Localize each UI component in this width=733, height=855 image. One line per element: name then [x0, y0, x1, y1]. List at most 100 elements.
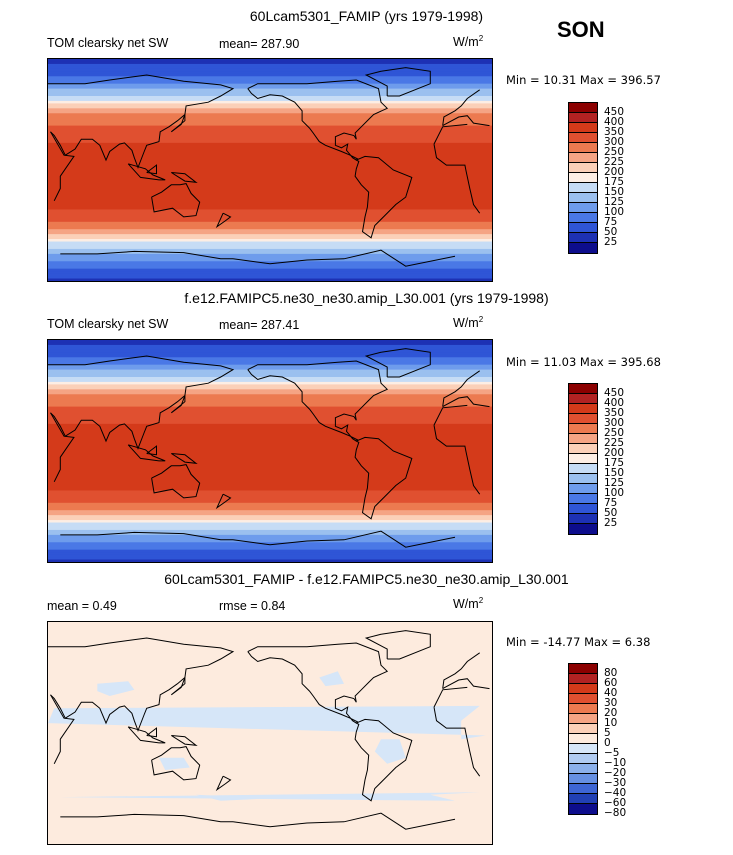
colorbar-tick-label: −60 [604, 797, 627, 809]
zonal-band [48, 118, 492, 122]
colorbar-tick-label: 25 [604, 236, 618, 248]
zonal-band [48, 542, 492, 546]
zonal-band [48, 359, 492, 363]
zonal-band [48, 446, 492, 450]
zonal-band [48, 197, 492, 201]
colorbar-tick-label: −20 [604, 767, 627, 779]
zonal-band [48, 81, 492, 85]
colorbar-tick-label: 100 [604, 206, 625, 218]
colorbar-box [569, 774, 597, 784]
diff-negative-region [60, 792, 480, 801]
colorbar-box [569, 734, 597, 744]
coastline [48, 637, 235, 732]
zonal-band [48, 224, 492, 228]
coastline [50, 131, 75, 202]
panel3-map-canvas [48, 622, 492, 844]
diff-negative-region [48, 705, 486, 740]
zonal-band [48, 480, 492, 484]
zonal-band [48, 426, 492, 430]
zonal-band [48, 207, 492, 211]
coastline [442, 678, 490, 690]
zonal-band [48, 433, 492, 437]
zonal-band [48, 401, 492, 405]
diff-negative-region [319, 671, 344, 687]
zonal-band [48, 152, 492, 156]
zonal-band [48, 271, 492, 275]
coastline [433, 707, 481, 777]
zonal-band [48, 492, 492, 496]
colorbar-box [569, 514, 597, 524]
colorbar-box [569, 474, 597, 484]
zonal-band [48, 103, 492, 107]
colorbar-box [569, 133, 597, 143]
zonal-band [48, 211, 492, 215]
colorbar-tick-label: 0 [604, 737, 611, 749]
zonal-band [48, 231, 492, 235]
panel3-minmax: Min = -14.77 Max = 6.38 [506, 635, 651, 649]
colorbar-tick-label: 125 [604, 477, 625, 489]
zonal-band [48, 517, 492, 521]
zonal-band [48, 71, 492, 75]
colorbar-box [569, 173, 597, 183]
zonal-band [48, 135, 492, 139]
colorbar-tick-label: 40 [604, 687, 618, 699]
zonal-band [48, 448, 492, 452]
colorbar-box [569, 794, 597, 804]
zonal-band [48, 167, 492, 171]
zonal-band [48, 399, 492, 403]
colorbar-box [569, 664, 597, 674]
zonal-band [48, 194, 492, 198]
colorbar-box [569, 243, 597, 253]
panel2-units: W/m2 [453, 315, 484, 331]
zonal-band [48, 68, 492, 72]
coastline [354, 436, 413, 520]
zonal-band [48, 406, 492, 410]
zonal-band [48, 455, 492, 459]
zonal-band [48, 73, 492, 77]
zonal-band [48, 458, 492, 462]
colorbar-tick-label: 175 [604, 176, 625, 188]
panel2-title: f.e12.FAMIPC5.ne30_ne30.amip_L30.001 (yr… [184, 290, 549, 306]
coastline [247, 642, 389, 724]
zonal-band [48, 78, 492, 82]
colorbar-tick-label: 20 [604, 707, 618, 719]
colorbar-tick-label: 350 [604, 126, 625, 138]
colorbar-tick-label: 175 [604, 457, 625, 469]
colorbar-tick-label: 150 [604, 467, 625, 479]
zonal-band [48, 512, 492, 516]
zonal-band [48, 451, 492, 455]
colorbar-tick-label: 300 [604, 417, 625, 429]
zonal-band [48, 236, 492, 240]
colorbar-tick-label: 300 [604, 136, 625, 148]
zonal-band [48, 391, 492, 395]
colorbar-box [569, 704, 597, 714]
zonal-band [48, 179, 492, 183]
zonal-band [48, 219, 492, 223]
colorbar-tick-label: 200 [604, 447, 625, 459]
colorbar-tick-label: −30 [604, 777, 627, 789]
colorbar-tick-label: 100 [604, 487, 625, 499]
zonal-band [48, 128, 492, 132]
coastline [433, 425, 481, 495]
zonal-band [48, 221, 492, 225]
zonal-band [48, 59, 492, 63]
colorbar-tick-label: 50 [604, 226, 618, 238]
zonal-band [48, 497, 492, 501]
zonal-band [48, 253, 492, 257]
zonal-band [48, 379, 492, 383]
coastline [151, 746, 201, 781]
panel2-mean: mean= 287.41 [219, 318, 300, 332]
coastline [127, 726, 166, 744]
panel2-map [47, 339, 493, 563]
zonal-band [48, 187, 492, 191]
zonal-band [48, 108, 492, 112]
colorbar-box [569, 404, 597, 414]
zonal-band [48, 182, 492, 186]
coastline [433, 686, 468, 708]
zonal-band [48, 157, 492, 161]
colorbar-tick-label: 225 [604, 156, 625, 168]
colorbar-tick-label: 80 [604, 667, 618, 679]
colorbar-box [569, 183, 597, 193]
zonal-band [48, 276, 492, 280]
panel1-colorbar [568, 102, 598, 254]
